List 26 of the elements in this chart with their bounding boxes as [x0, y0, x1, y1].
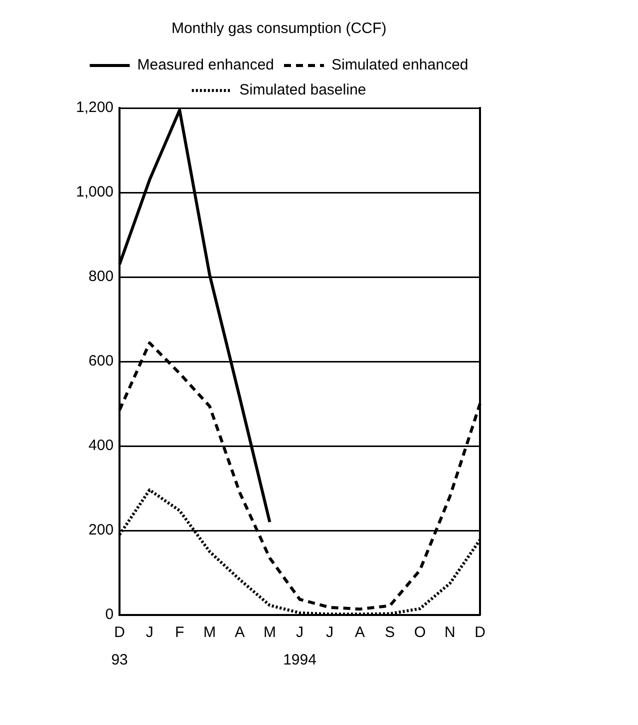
- x-tick-label: J: [146, 624, 154, 642]
- text: 1994: [283, 652, 316, 669]
- chart-title: Monthly gas consumption (CCF): [171, 20, 387, 38]
- y-tick-label: 400: [88, 437, 114, 454]
- text: 93: [111, 652, 128, 669]
- x-tick-label: D: [474, 624, 486, 642]
- x-tick-label: A: [354, 624, 365, 642]
- x-tick-label: N: [444, 624, 456, 642]
- y-tick-label: 0: [105, 606, 114, 624]
- x-tick-label: M: [263, 624, 276, 642]
- x-tick-label: S: [384, 624, 395, 642]
- y-tick-label: 200: [88, 522, 114, 539]
- y-tick-label: 600: [88, 352, 114, 370]
- x-tick-label: F: [175, 624, 184, 642]
- x-tick-label: J: [296, 624, 304, 642]
- legend-label: Simulated enhanced: [332, 56, 468, 74]
- y-tick-label: 800: [88, 268, 114, 286]
- legend-label: Simulated baseline: [239, 82, 366, 99]
- y-tick-label: 1,000: [76, 184, 114, 201]
- y-tick-label: 1,200: [76, 99, 114, 116]
- x-tick-label: M: [203, 624, 216, 642]
- legend-label: Measured enhanced: [137, 56, 274, 74]
- x-tick-label: J: [326, 624, 334, 642]
- x-tick-label: D: [114, 624, 126, 642]
- x-tick-label: A: [234, 624, 245, 642]
- x-tick-label: O: [414, 624, 426, 642]
